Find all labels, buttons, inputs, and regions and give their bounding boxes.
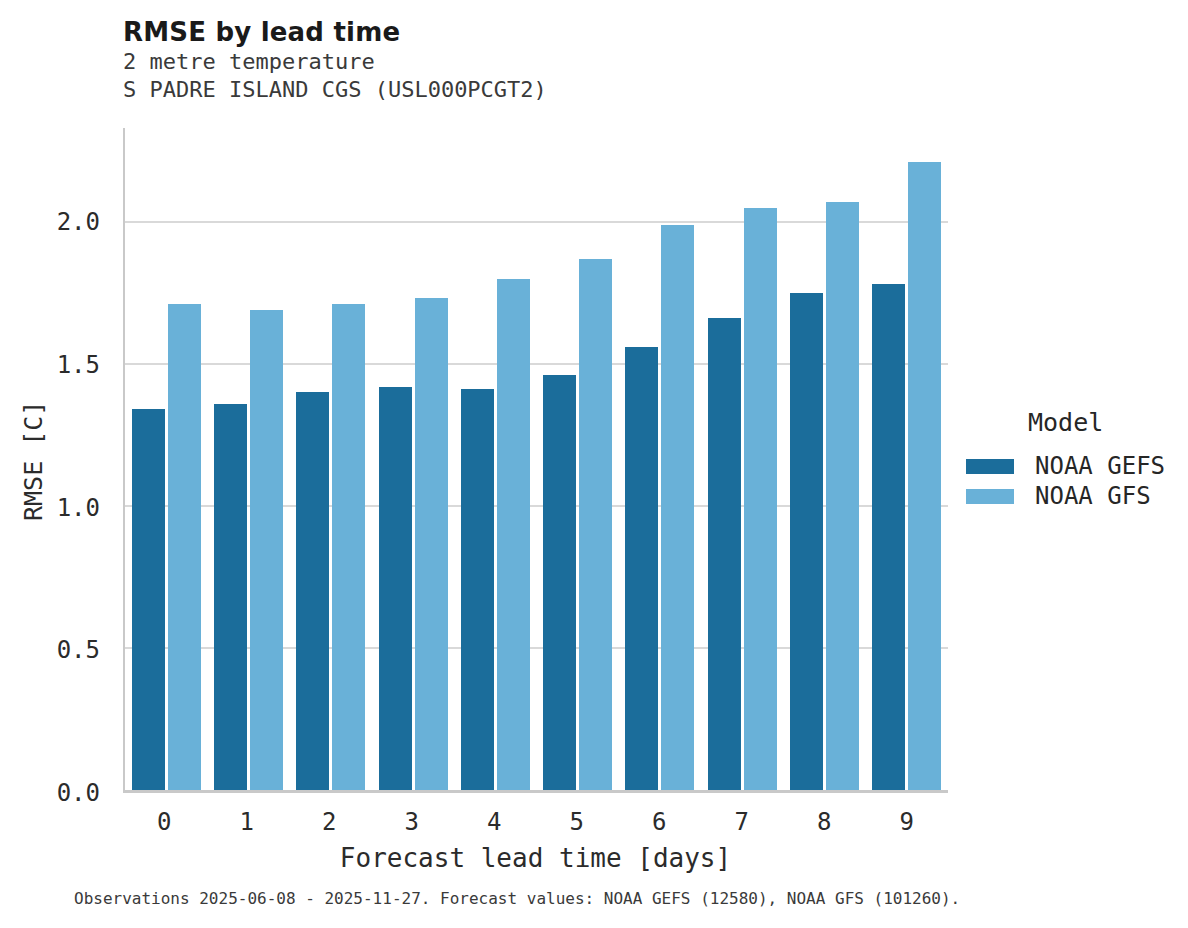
legend: Model NOAA GEFS NOAA GFS [966,408,1165,511]
chart-figure: RMSE by lead time 2 metre temperature S … [0,0,1188,928]
bar-group-day-3 [372,128,454,790]
bar-noaa-gfs-day-4 [497,279,530,790]
bar-noaa-gfs-day-3 [415,298,448,790]
x-tick-label: 5 [536,808,619,836]
y-tick-label: 2.0 [57,208,100,236]
x-tick-label: 2 [288,808,371,836]
bar-noaa-gfs-day-9 [908,162,941,790]
x-tick-label: 4 [453,808,536,836]
bar-group-day-0 [125,128,207,790]
x-tick-label: 9 [866,808,949,836]
bar-noaa-gefs-day-4 [461,389,494,790]
x-tick-label: 0 [123,808,206,836]
bar-noaa-gefs-day-7 [708,318,741,790]
footer-note: Observations 2025-06-08 - 2025-11-27. Fo… [74,889,960,908]
bar-noaa-gfs-day-6 [661,225,694,790]
bar-noaa-gfs-day-0 [168,304,201,790]
x-tick-label: 8 [783,808,866,836]
bar-noaa-gfs-day-8 [826,202,859,790]
bar-noaa-gefs-day-6 [625,347,658,790]
bar-noaa-gfs-day-7 [744,208,777,790]
bar-group-day-8 [783,128,865,790]
chart-title: RMSE by lead time [123,16,547,48]
legend-swatch-noaa-gfs [966,489,1014,504]
bar-group-day-6 [619,128,701,790]
y-tick-label: 0.5 [57,636,100,664]
bar-noaa-gefs-day-1 [214,404,247,790]
legend-entry-noaa-gfs: NOAA GFS [966,481,1165,511]
bar-group-day-5 [536,128,618,790]
bar-noaa-gefs-day-0 [132,409,165,790]
x-axis-ticks: 0123456789 [123,808,948,836]
y-tick-label: 1.5 [57,351,100,379]
legend-label-noaa-gfs: NOAA GFS [1035,482,1151,510]
x-axis-title: Forecast lead time [days] [123,843,948,873]
legend-label-noaa-gefs: NOAA GEFS [1035,452,1165,480]
bar-noaa-gefs-day-8 [790,293,823,790]
chart-subtitle: 2 metre temperature [123,48,547,76]
bar-noaa-gfs-day-5 [579,259,612,790]
x-tick-label: 6 [618,808,701,836]
bar-group-day-7 [701,128,783,790]
bar-noaa-gefs-day-9 [872,284,905,790]
bar-noaa-gefs-day-2 [296,392,329,790]
x-tick-label: 1 [206,808,289,836]
bar-group-day-1 [207,128,289,790]
bar-noaa-gfs-day-1 [250,310,283,790]
x-tick-label: 7 [701,808,784,836]
bar-noaa-gefs-day-5 [543,375,576,790]
legend-swatch-noaa-gefs [966,459,1014,474]
legend-entry-noaa-gefs: NOAA GEFS [966,451,1165,481]
plot-area [123,128,948,793]
legend-title: Model [1028,408,1165,437]
bar-group-day-4 [454,128,536,790]
chart-station-label: S PADRE ISLAND CGS (USL000PCGT2) [123,76,547,104]
bar-groups-container [125,128,948,790]
y-tick-label: 1.0 [57,494,100,522]
bar-group-day-9 [866,128,948,790]
bar-noaa-gfs-day-2 [332,304,365,790]
y-tick-label: 0.0 [57,779,100,807]
bar-noaa-gefs-day-3 [379,387,412,790]
x-tick-label: 3 [371,808,454,836]
bar-group-day-2 [290,128,372,790]
chart-header: RMSE by lead time 2 metre temperature S … [123,16,547,104]
y-axis-ticks: 0.00.51.01.52.0 [0,128,100,793]
